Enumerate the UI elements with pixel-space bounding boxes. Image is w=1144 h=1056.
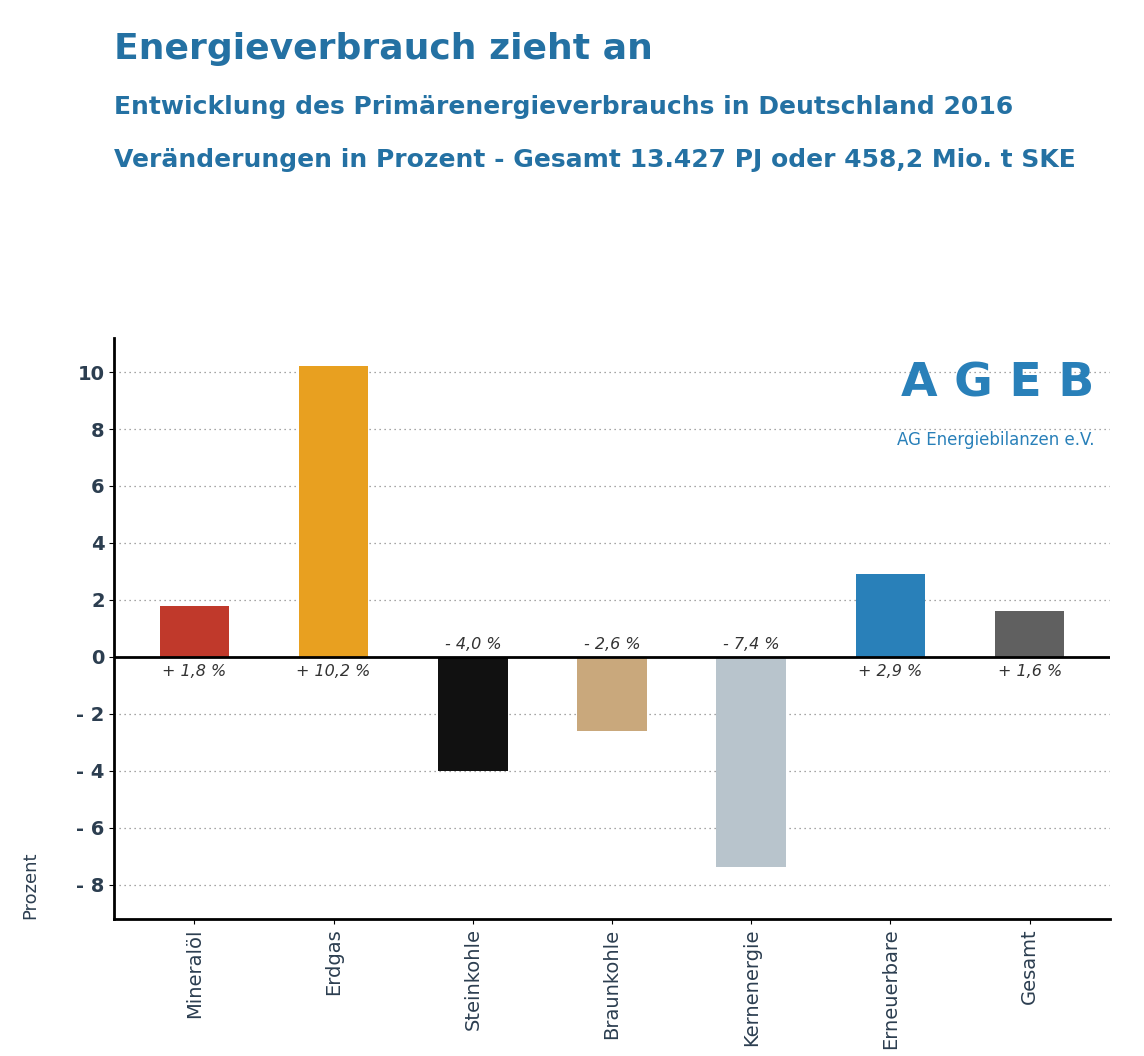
Text: + 2,9 %: + 2,9 % [858,664,922,679]
Bar [856,574,925,657]
Text: + 10,2 %: + 10,2 % [296,664,371,679]
Bar [160,605,229,657]
Text: Energieverbrauch zieht an: Energieverbrauch zieht an [114,32,653,65]
Text: Prozent: Prozent [21,851,39,919]
Bar [299,366,368,657]
Text: A G E B: A G E B [901,361,1095,407]
Text: - 7,4 %: - 7,4 % [723,637,779,652]
Text: - 2,6 %: - 2,6 % [583,637,641,652]
Text: + 1,8 %: + 1,8 % [162,664,227,679]
Bar [716,657,786,867]
Bar [438,657,508,771]
Text: - 4,0 %: - 4,0 % [445,637,501,652]
Text: Veränderungen in Prozent - Gesamt 13.427 PJ oder 458,2 Mio. t SKE: Veränderungen in Prozent - Gesamt 13.427… [114,148,1077,172]
Bar [995,611,1064,657]
Text: Entwicklung des Primärenergieverbrauchs in Deutschland 2016: Entwicklung des Primärenergieverbrauchs … [114,95,1014,119]
Bar [578,657,646,731]
Text: AG Energiebilanzen e.V.: AG Energiebilanzen e.V. [897,431,1095,449]
Text: + 1,6 %: + 1,6 % [998,664,1062,679]
